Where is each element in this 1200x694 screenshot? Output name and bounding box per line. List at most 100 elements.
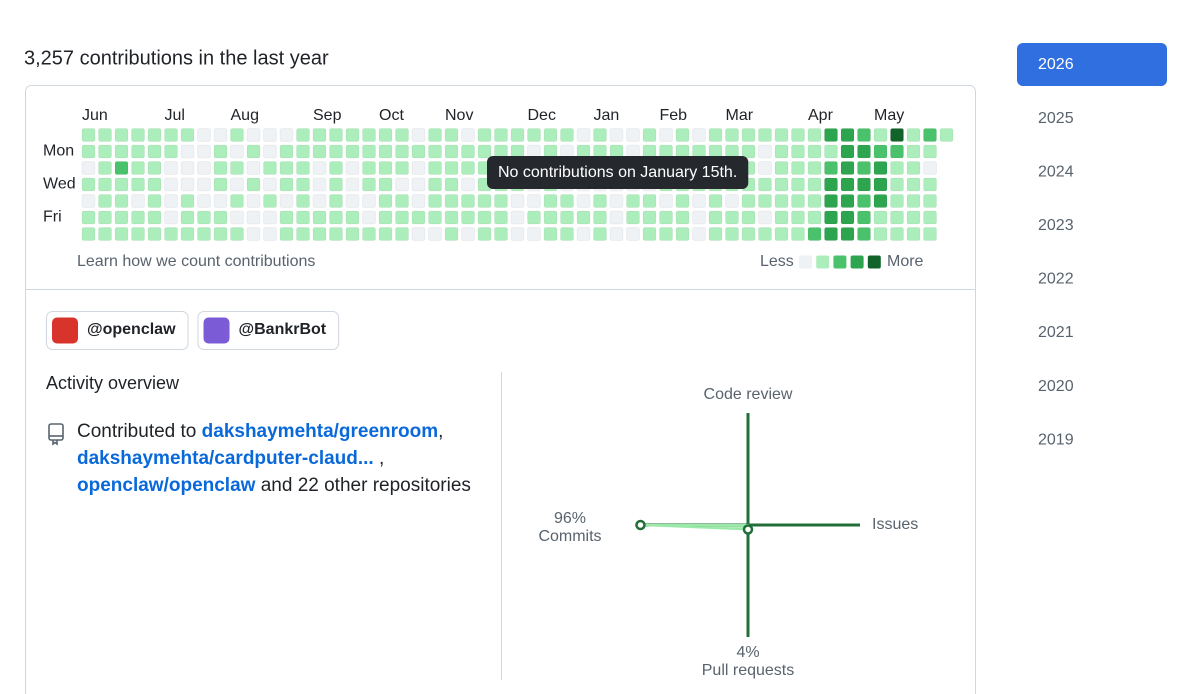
contribution-cell [857,210,871,225]
contribution-cell [395,161,409,175]
year-link[interactable]: 2021 [1038,324,1074,341]
contribution-cell [758,161,772,175]
contribution-cell [741,144,756,159]
contribution-cell [312,144,327,159]
contribution-cell [378,161,393,175]
contribution-cell [494,210,508,225]
contribution-cell [147,194,162,208]
contribution-cell [857,227,871,241]
year-link[interactable]: 2022 [1038,271,1074,288]
year-link[interactable]: 2023 [1038,217,1074,234]
contribution-cell [741,128,756,142]
activity-heading: Activity overview [46,373,180,393]
contribution-cell [576,194,591,208]
month-label: Jun [82,107,108,124]
contribution-cell [98,128,112,142]
repo-link[interactable]: dakshaymehta/greenroom [201,421,439,442]
contribution-cell [378,128,393,142]
contribution-cell [510,227,525,241]
contribution-cell [114,227,129,241]
contribution-cell [560,194,574,208]
contribution-cell [329,194,343,208]
contribution-cell [180,128,195,142]
contribution-cell [444,194,459,208]
contribution-cell [246,128,261,142]
contribution-cell [708,128,723,142]
contribution-cell [395,210,409,225]
contribution-cell [378,227,393,241]
contribution-cell [890,177,904,192]
contribution-cell [527,227,541,241]
contribution-cell [147,161,162,175]
contribution-cell [824,194,838,208]
learn-link[interactable]: Learn how we count contributions [77,253,315,270]
contribution-cell [147,144,162,159]
contribution-cell [758,194,772,208]
contribution-cell [329,161,343,175]
year-link[interactable]: 2019 [1038,431,1074,448]
contribution-cell [296,144,310,159]
contribution-cell [642,227,657,241]
chip-avatar [203,317,230,344]
contribution-cell [411,161,426,175]
contribution-cell [576,227,591,241]
radar-value-label: 96% [554,510,586,527]
repo-link[interactable]: openclaw/openclaw [77,475,256,496]
contribution-cell [279,128,294,142]
contribution-cell [609,194,624,208]
contribution-cell [857,177,871,192]
contribution-cell [494,128,508,142]
contribution-cell [791,194,805,208]
contribution-cell [312,161,327,175]
contribution-cell [576,128,591,142]
contribution-cell [428,177,442,192]
contribution-cell [428,194,442,208]
org-chip[interactable]: @BankrBot [197,311,340,350]
contribution-cell [395,227,409,241]
contribution-cell [890,144,904,159]
contribution-cell [362,210,376,225]
year-link[interactable]: 2020 [1038,378,1074,395]
contribution-cell [725,128,739,142]
contribution-cell [593,128,607,142]
contribution-cell [477,194,492,208]
contribution-cell [81,161,96,175]
contribution-cell [395,194,409,208]
year-selected [1017,43,1167,86]
contribution-cell [906,227,921,241]
month-label: Mar [726,107,754,124]
contribution-cell [873,128,888,142]
contribution-cell [263,194,277,208]
contribution-cell [890,194,904,208]
contribution-cell [362,177,376,192]
day-label: Wed [43,176,76,193]
contribution-cell [774,210,789,225]
radar-axis-label: Issues [872,516,918,533]
contribution-cell [791,161,805,175]
contribution-cell [296,227,310,241]
contribution-cell [461,144,475,159]
contribution-cell [708,227,723,241]
year-link[interactable]: 2024 [1038,163,1074,180]
contribution-cell [131,128,145,142]
contribution-cell [312,177,327,192]
org-chip[interactable]: @openclaw [46,311,189,350]
contribution-cell [362,227,376,241]
repo-link[interactable]: dakshaymehta/cardputer-claud... [77,448,374,469]
contribution-cell [197,227,211,241]
contribution-cell [197,194,211,208]
contribution-cell [428,144,442,159]
year-link[interactable]: 2026 [1038,56,1074,73]
contribution-cell [164,194,178,208]
contribution-cell [626,194,640,208]
contribution-cell [477,144,492,159]
contribution-cell [98,210,112,225]
year-link[interactable]: 2025 [1038,110,1074,127]
contribution-cell [230,128,244,142]
contribution-cell [758,144,772,159]
month-label: Nov [445,107,473,124]
month-label: Feb [660,107,688,124]
contribution-cell [774,161,789,175]
contribution-cell [791,177,805,192]
